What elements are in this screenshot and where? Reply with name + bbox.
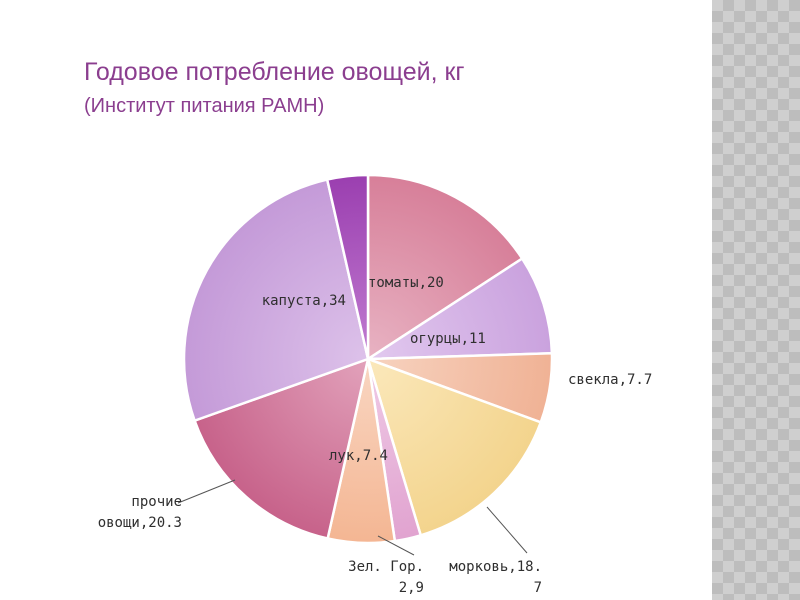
pie-slice-other <box>325 173 370 360</box>
pie-labels: томаты,20 огурцы,11 свекла,7.7 морковь,18. 7… <box>98 275 653 596</box>
pie-slice-прочие-овощи <box>193 357 370 541</box>
slice-label-лук: лук,7.4 <box>329 448 388 464</box>
leader-line-морковь <box>486 506 528 554</box>
slice-label-огурцы: огурцы,11 <box>410 331 486 347</box>
slice-label-зел-гор: Зел. Гор. 2,9 <box>348 559 424 596</box>
slice-label-прочие-овощи: прочие овощи,20.3 <box>98 494 182 531</box>
pie-slice-капуста <box>182 178 370 423</box>
pie-slices <box>182 173 554 545</box>
pie-slice-огурцы <box>363 256 554 361</box>
pie-slice-томаты <box>366 173 524 362</box>
leader-line-зел-гор <box>377 535 415 556</box>
pie-slice-морковь <box>366 356 543 537</box>
slice-label-морковь: морковь,18. 7 <box>449 559 542 596</box>
decorative-side-panel <box>712 0 800 600</box>
slice-label-свекла: свекла,7.7 <box>568 372 652 388</box>
pie-leader-lines <box>177 479 528 556</box>
slice-label-капуста: капуста,34 <box>262 293 346 309</box>
leader-line-прочие-овощи <box>177 479 236 504</box>
slice-label-томаты: томаты,20 <box>368 275 444 291</box>
slide-title: Годовое потребление овощей, кг <box>84 58 465 86</box>
slide-subtitle: (Институт питания РАМН) <box>84 95 325 117</box>
